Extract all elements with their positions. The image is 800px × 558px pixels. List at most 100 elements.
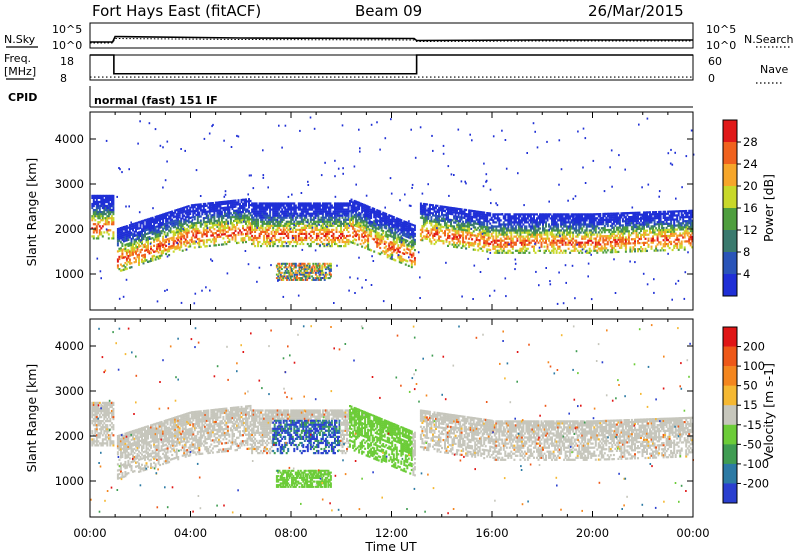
power-cell xyxy=(406,260,408,262)
power-cell xyxy=(302,213,304,215)
power-cell xyxy=(352,220,354,222)
power-cell xyxy=(617,229,619,231)
power-cell xyxy=(370,215,372,217)
power-cell xyxy=(501,252,503,254)
power-cell xyxy=(438,213,440,215)
power-cell xyxy=(348,231,350,233)
power-cell xyxy=(568,244,570,246)
power-cell xyxy=(112,231,114,233)
power-cell xyxy=(143,238,145,240)
power-cell xyxy=(619,235,621,237)
power-cell xyxy=(183,235,185,237)
power-cell xyxy=(135,261,137,263)
power-cell xyxy=(235,228,237,230)
power-cell xyxy=(444,232,446,234)
power-cell xyxy=(530,229,532,231)
power-cell xyxy=(112,201,114,203)
power-cell xyxy=(292,245,294,247)
power-cell xyxy=(506,232,508,234)
power-cell xyxy=(311,215,313,217)
power-cell xyxy=(93,217,95,219)
power-cell xyxy=(625,247,627,249)
power-cell xyxy=(106,219,108,221)
power-cell xyxy=(462,235,464,237)
power-cell xyxy=(254,245,256,247)
power-cell xyxy=(192,234,194,236)
power-cell xyxy=(637,216,639,218)
power-cell xyxy=(316,227,318,229)
power-cell xyxy=(96,231,98,233)
power-cell xyxy=(179,249,181,251)
power-cell xyxy=(602,223,604,225)
power-cell xyxy=(345,237,347,239)
power-cell xyxy=(203,243,205,245)
power-cell xyxy=(587,236,589,238)
power-cell xyxy=(280,215,282,217)
power-cell xyxy=(262,219,264,221)
power-cell xyxy=(230,234,232,236)
power-cell xyxy=(329,209,331,211)
power-cell xyxy=(323,245,325,247)
power-cell xyxy=(192,208,194,210)
power-cell xyxy=(112,217,114,219)
power-cell xyxy=(248,210,250,212)
power-cell xyxy=(593,223,595,225)
power-cell xyxy=(112,195,114,197)
power-cell xyxy=(547,236,549,238)
power-cell xyxy=(572,238,574,240)
power-cell xyxy=(426,203,428,205)
power-cell xyxy=(200,215,202,217)
power-cell xyxy=(275,233,277,235)
power-cell xyxy=(515,219,517,221)
power-cell xyxy=(310,235,312,237)
power-cell xyxy=(228,208,230,210)
power-cell xyxy=(322,213,324,215)
power-cell xyxy=(498,217,500,219)
power-cell xyxy=(616,235,618,237)
power-cell xyxy=(516,232,518,234)
power-cell xyxy=(168,254,170,256)
power-cell xyxy=(578,229,580,231)
power-cell xyxy=(323,239,325,241)
power-cell xyxy=(278,227,280,229)
power-cell xyxy=(238,199,240,201)
power-cell xyxy=(553,246,555,248)
power-cell xyxy=(195,224,197,226)
power-cell xyxy=(449,231,451,233)
power-cell xyxy=(283,245,285,247)
power-cell xyxy=(595,238,597,240)
power-cell xyxy=(427,230,429,232)
power-cell xyxy=(614,245,616,247)
power-cell xyxy=(235,226,237,228)
power-cell xyxy=(595,240,597,242)
power-cell xyxy=(233,224,235,226)
power-cell xyxy=(599,229,601,231)
power-cell xyxy=(301,237,303,239)
power-cell xyxy=(557,223,559,225)
power-cell xyxy=(244,213,246,215)
power-cell xyxy=(301,241,303,243)
power-cell xyxy=(320,237,322,239)
power-cell xyxy=(611,235,613,237)
power-cell xyxy=(278,209,280,211)
power-cell xyxy=(533,217,535,219)
power-cell xyxy=(320,241,322,243)
power-cell xyxy=(222,243,224,245)
power-cell xyxy=(604,215,606,217)
power-cell xyxy=(245,223,247,225)
power-cell xyxy=(412,255,414,257)
power-cell xyxy=(305,227,307,229)
power-cell xyxy=(305,231,307,233)
power-cell xyxy=(637,236,639,238)
power-cell xyxy=(111,215,113,217)
power-cell xyxy=(138,254,140,256)
power-cell xyxy=(200,207,202,209)
power-cell xyxy=(284,207,286,209)
power-cell xyxy=(257,243,259,245)
power-cell xyxy=(340,225,342,227)
power-cell xyxy=(440,224,442,226)
power-cell xyxy=(108,237,110,239)
power-cell xyxy=(586,227,588,229)
beam-label: Beam 09 xyxy=(355,2,422,20)
power-cell xyxy=(367,238,369,240)
